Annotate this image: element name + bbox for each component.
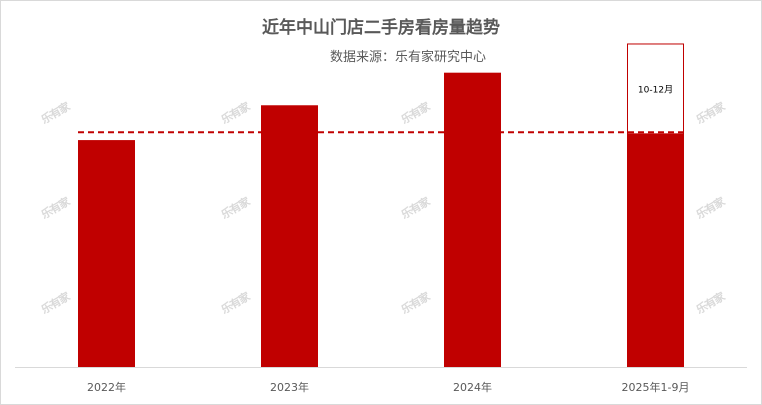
x-tick-label: 2025年1-9月: [622, 380, 690, 394]
x-tick-label: 2023年: [270, 380, 309, 394]
projection-label: 10-12月: [638, 84, 673, 95]
bar-1: [78, 140, 135, 367]
chart-subtitle: 数据来源：乐有家研究中心: [330, 50, 487, 65]
projection-bar: [627, 43, 684, 135]
bar-4: [627, 133, 684, 367]
x-tick-label: 2024年: [453, 380, 492, 394]
x-tick-label: 2022年: [87, 380, 126, 394]
bar-3: [444, 72, 501, 367]
chart-title: 近年中山门店二手房看房量趋势: [262, 18, 500, 38]
bar-2: [261, 105, 318, 367]
